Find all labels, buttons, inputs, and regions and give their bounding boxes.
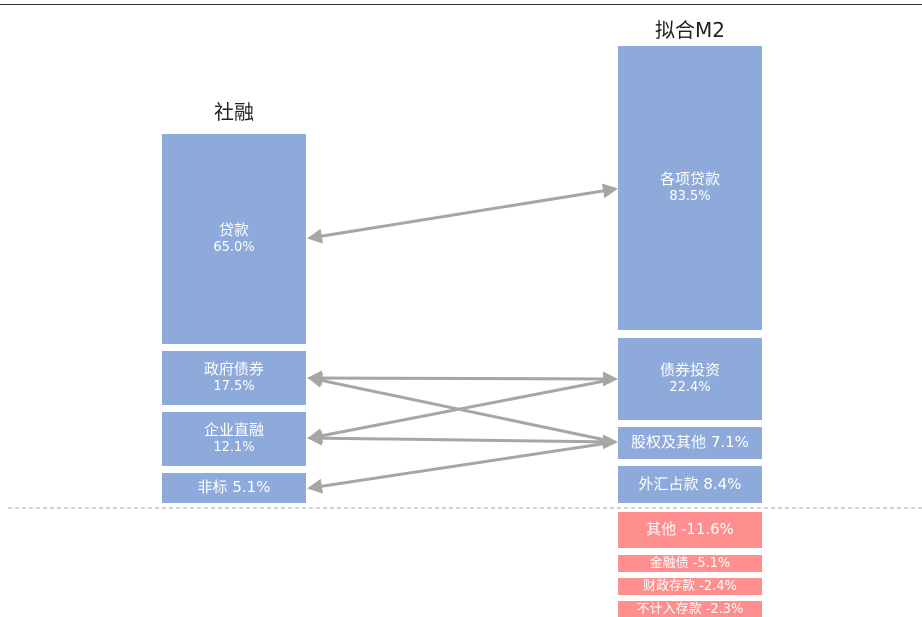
block-other-label: 其他 -11.6%	[646, 520, 734, 539]
arrow-corp-financing-to-bond-investment	[307, 377, 616, 444]
block-all-loans-value: 83.5%	[669, 189, 711, 205]
block-gov-bonds-name: 政府债券	[203, 359, 264, 378]
block-corp-financing: 企业直融 12.1%	[162, 412, 306, 466]
block-fx-holding-label: 外汇占款 8.4%	[638, 474, 742, 493]
block-corp-financing-name: 企业直融	[203, 420, 264, 439]
block-bond-investment-value: 22.4%	[669, 380, 711, 396]
block-loans: 贷款 65.0%	[162, 134, 306, 344]
block-fiscal-deposits: 财政存款 -2.4%	[618, 578, 762, 595]
block-non-m2-deposits: 不计入存款 -2.3%	[618, 601, 762, 617]
block-equity-other-label: 股权及其他 7.1%	[631, 433, 749, 452]
top-border	[0, 4, 922, 5]
block-equity-other: 股权及其他 7.1%	[618, 427, 762, 459]
block-other: 其他 -11.6%	[618, 512, 762, 548]
block-non-standard: 非标 5.1%	[162, 473, 306, 503]
block-bond-investment-name: 债券投资	[659, 360, 720, 379]
block-financial-bonds: 金融债 -5.1%	[618, 555, 762, 572]
block-corp-financing-value: 12.1%	[213, 440, 255, 456]
block-gov-bonds-value: 17.5%	[213, 379, 255, 395]
block-fiscal-deposits-label: 财政存款 -2.4%	[643, 579, 737, 594]
block-non-standard-label: 非标 5.1%	[197, 478, 271, 497]
block-fx-holding: 外汇占款 8.4%	[618, 466, 762, 503]
arrow-corp-financing-to-equity-other	[307, 430, 618, 450]
arrow-loans-to-all-loans	[307, 183, 618, 244]
block-loans-name: 贷款	[218, 220, 249, 239]
block-financial-bonds-label: 金融债 -5.1%	[649, 556, 731, 571]
left-column-title: 社融	[214, 100, 254, 124]
arrow-gov-bonds-to-bond-investment	[307, 370, 618, 387]
arrow-non-standard-to-equity-other	[307, 440, 616, 494]
right-column-title: 拟合M2	[655, 18, 725, 42]
block-all-loans: 各项贷款 83.5%	[618, 46, 762, 330]
block-all-loans-name: 各项贷款	[659, 169, 720, 188]
block-non-m2-deposits-label: 不计入存款 -2.3%	[636, 601, 744, 617]
block-loans-value: 65.0%	[213, 240, 255, 256]
block-gov-bonds: 政府债券 17.5%	[162, 351, 306, 405]
block-bond-investment: 债券投资 22.4%	[618, 338, 762, 420]
